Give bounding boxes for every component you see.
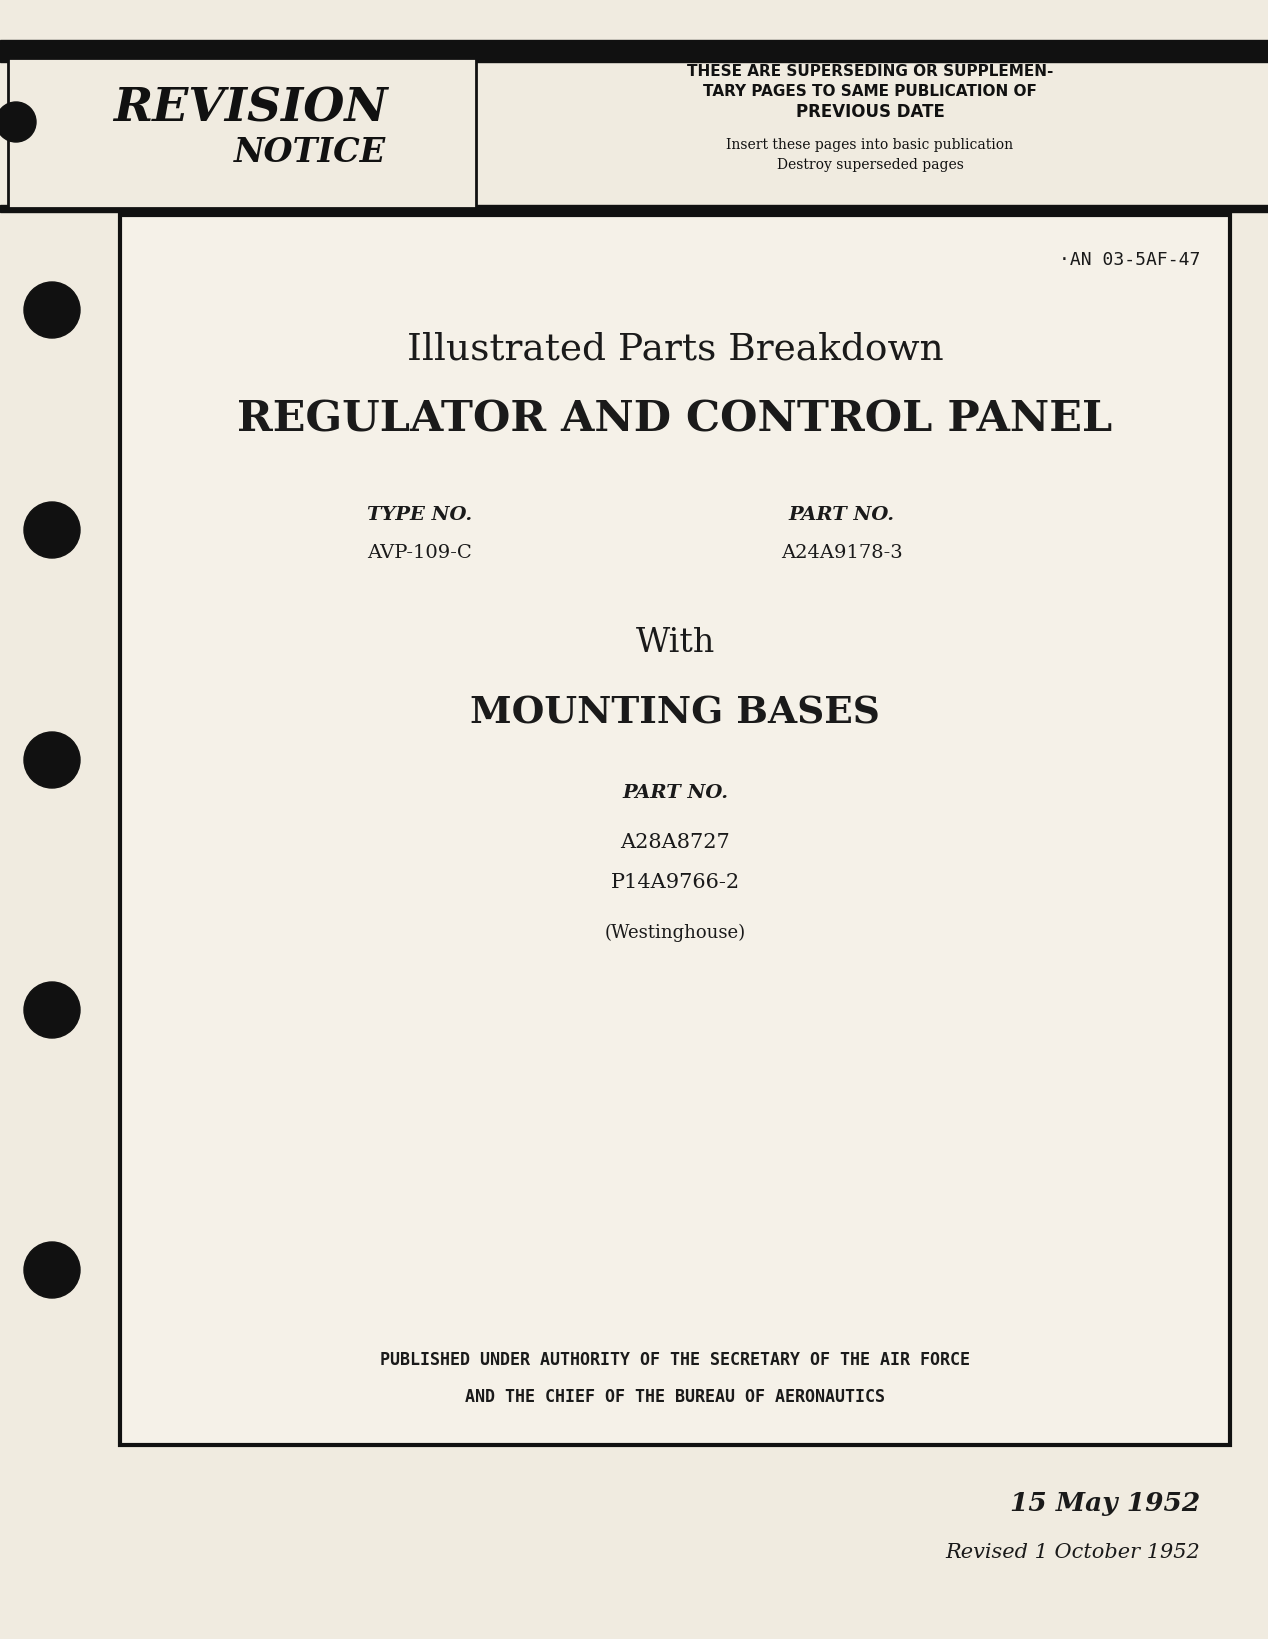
Text: P14A9766-2: P14A9766-2: [610, 874, 739, 893]
Circle shape: [0, 102, 36, 143]
Text: ·AN 03-5AF-47: ·AN 03-5AF-47: [1059, 251, 1200, 269]
Text: With: With: [635, 628, 715, 659]
Text: A28A8727: A28A8727: [620, 834, 730, 852]
Text: TYPE NO.: TYPE NO.: [368, 506, 472, 524]
Text: PART NO.: PART NO.: [789, 506, 894, 524]
Text: AVP-109-C: AVP-109-C: [368, 544, 472, 562]
Text: Insert these pages into basic publication: Insert these pages into basic publicatio…: [727, 138, 1013, 152]
Circle shape: [24, 982, 80, 1037]
Text: Destroy superseded pages: Destroy superseded pages: [776, 157, 964, 172]
Text: AND THE CHIEF OF THE BUREAU OF AERONAUTICS: AND THE CHIEF OF THE BUREAU OF AERONAUTI…: [465, 1388, 885, 1406]
Circle shape: [24, 1242, 80, 1298]
FancyBboxPatch shape: [120, 215, 1230, 1446]
Text: REGULATOR AND CONTROL PANEL: REGULATOR AND CONTROL PANEL: [237, 398, 1112, 441]
Circle shape: [24, 733, 80, 788]
Circle shape: [24, 502, 80, 557]
Text: Illustrated Parts Breakdown: Illustrated Parts Breakdown: [407, 333, 943, 369]
Text: Revised 1 October 1952: Revised 1 October 1952: [945, 1544, 1200, 1562]
Text: (Westinghouse): (Westinghouse): [605, 924, 746, 942]
Text: 15 May 1952: 15 May 1952: [1009, 1490, 1200, 1516]
Text: PART NO.: PART NO.: [623, 783, 728, 801]
Circle shape: [24, 282, 80, 338]
Polygon shape: [0, 205, 1268, 211]
Text: TARY PAGES TO SAME PUBLICATION OF: TARY PAGES TO SAME PUBLICATION OF: [702, 85, 1037, 100]
Text: THESE ARE SUPERSEDING OR SUPPLEMEN-: THESE ARE SUPERSEDING OR SUPPLEMEN-: [687, 64, 1054, 80]
Text: REVISION: REVISION: [113, 85, 387, 131]
Text: PUBLISHED UNDER AUTHORITY OF THE SECRETARY OF THE AIR FORCE: PUBLISHED UNDER AUTHORITY OF THE SECRETA…: [380, 1351, 970, 1369]
Text: MOUNTING BASES: MOUNTING BASES: [470, 695, 880, 731]
Text: A24A9178-3: A24A9178-3: [781, 544, 903, 562]
FancyBboxPatch shape: [8, 57, 476, 208]
Text: PREVIOUS DATE: PREVIOUS DATE: [795, 103, 945, 121]
Text: NOTICE: NOTICE: [233, 136, 387, 169]
Polygon shape: [0, 39, 1268, 62]
